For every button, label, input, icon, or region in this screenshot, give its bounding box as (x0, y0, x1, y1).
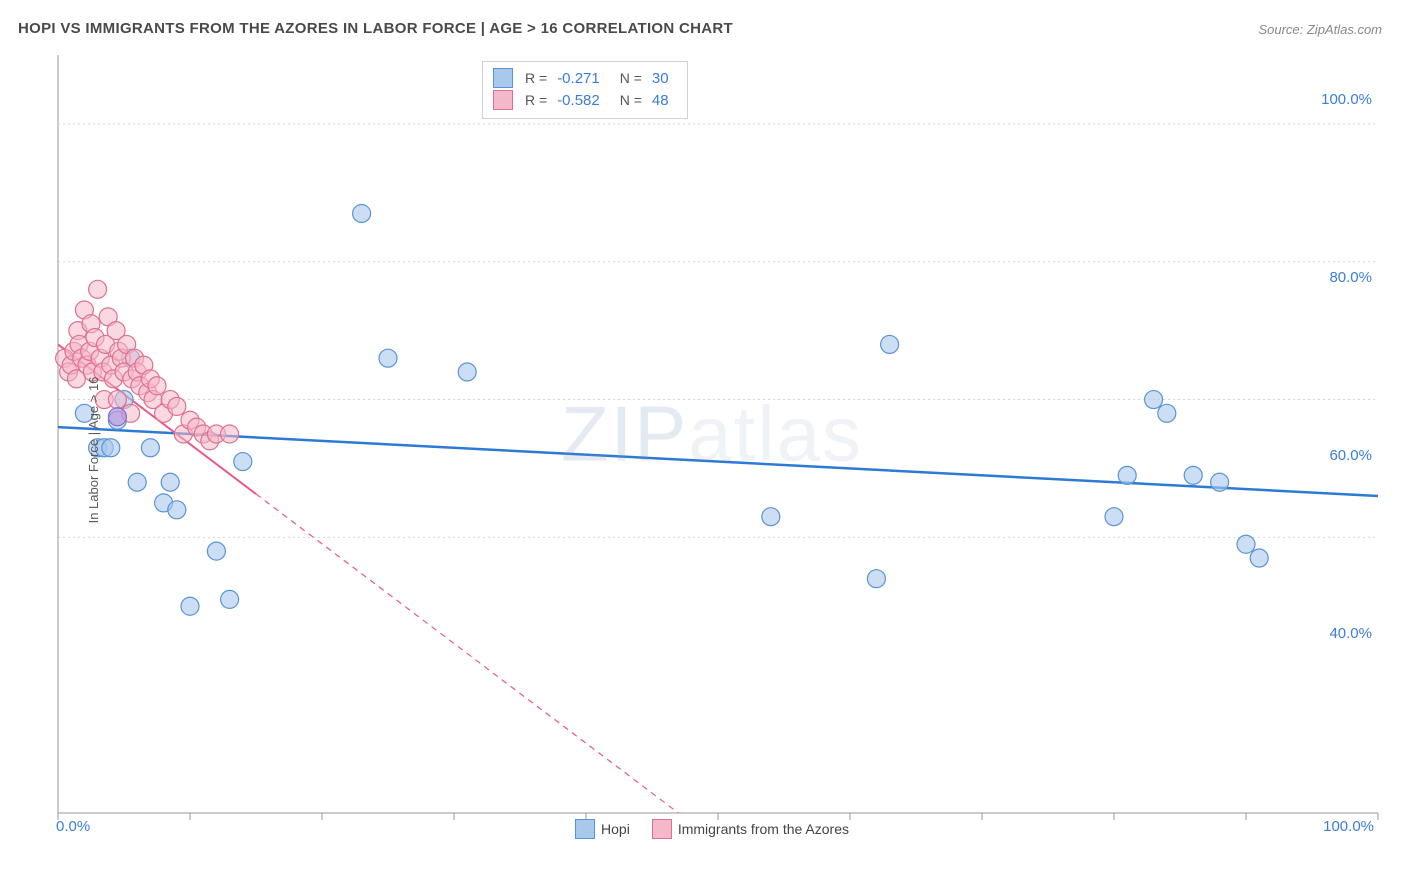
legend-item-azores: Immigrants from the Azores (652, 819, 849, 839)
series-legend: Hopi Immigrants from the Azores (575, 819, 849, 839)
swatch-azores (493, 90, 513, 110)
n-label: N = (620, 92, 642, 108)
r-label: R = (525, 92, 547, 108)
stats-row-hopi: R = -0.271 N = 30 (493, 68, 677, 88)
swatch-hopi (493, 68, 513, 88)
r-value-hopi: -0.271 (557, 70, 600, 87)
n-label: N = (620, 70, 642, 86)
legend-swatch-hopi (575, 819, 595, 839)
stats-row-azores: R = -0.582 N = 48 (493, 90, 677, 110)
xtick-0: 0.0% (56, 818, 90, 835)
legend-item-hopi: Hopi (575, 819, 630, 839)
ytick-40: 40.0% (1329, 625, 1372, 642)
legend-swatch-azores (652, 819, 672, 839)
n-value-azores: 48 (652, 92, 669, 109)
y-axis-label: In Labor Force | Age > 16 (86, 377, 101, 524)
r-label: R = (525, 70, 547, 86)
n-value-hopi: 30 (652, 70, 669, 87)
scatter-plot-svg (42, 55, 1382, 845)
stats-legend: R = -0.271 N = 30 R = -0.582 N = 48 (482, 61, 688, 119)
xtick-100: 100.0% (1323, 818, 1374, 835)
r-value-azores: -0.582 (557, 92, 600, 109)
ytick-100: 100.0% (1321, 91, 1372, 108)
legend-label-hopi: Hopi (601, 821, 630, 837)
source-label: Source: ZipAtlas.com (1258, 22, 1382, 37)
legend-label-azores: Immigrants from the Azores (678, 821, 849, 837)
ytick-80: 80.0% (1329, 269, 1372, 286)
chart-container: In Labor Force | Age > 16 ZIPatlas R = -… (42, 55, 1382, 845)
chart-title: HOPI VS IMMIGRANTS FROM THE AZORES IN LA… (18, 20, 733, 37)
ytick-60: 60.0% (1329, 447, 1372, 464)
